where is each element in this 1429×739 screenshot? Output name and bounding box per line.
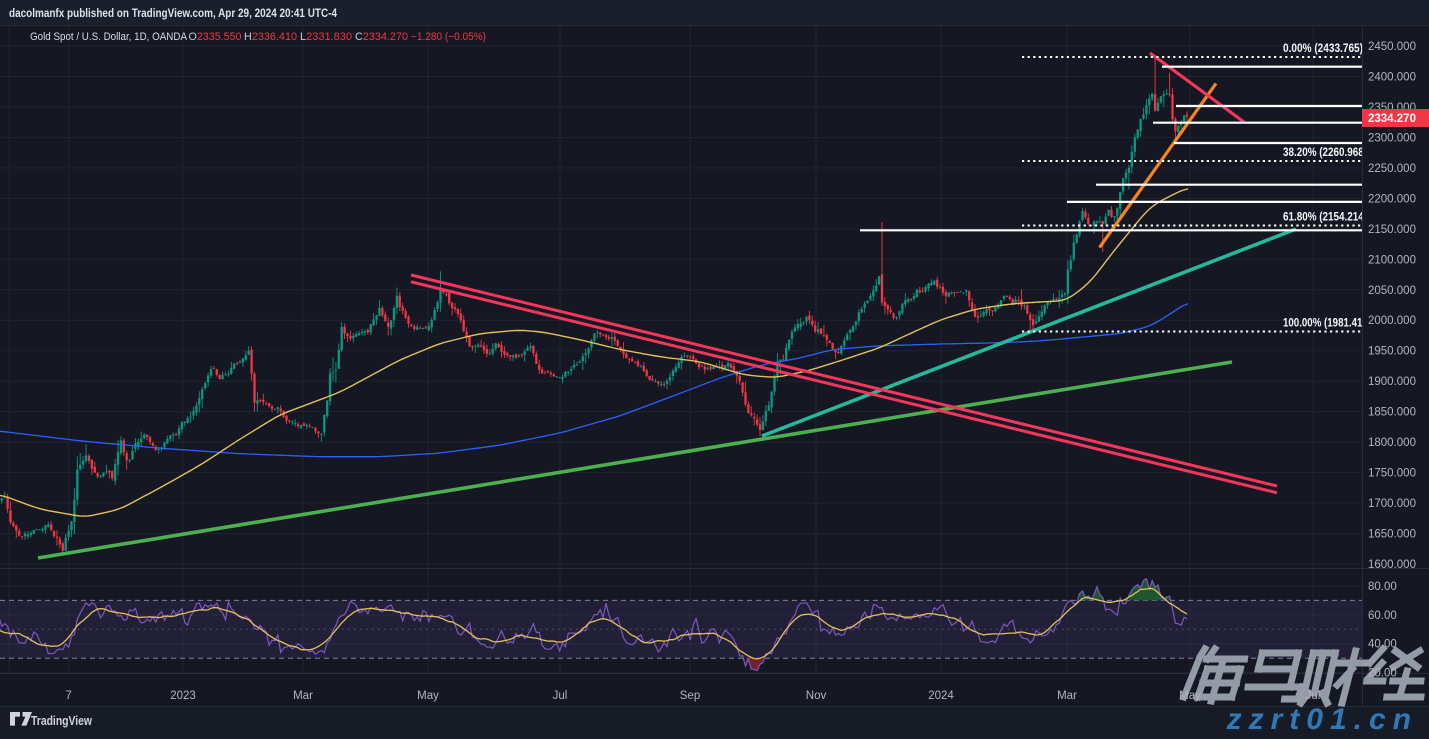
svg-text:38.20% (2260.968): 38.20% (2260.968) xyxy=(1283,145,1367,159)
svg-text:2400.000: 2400.000 xyxy=(1368,72,1416,84)
svg-text:2000.000: 2000.000 xyxy=(1368,315,1416,327)
svg-text:1650.000: 1650.000 xyxy=(1368,529,1416,541)
svg-text:0.00% (2433.765): 0.00% (2433.765) xyxy=(1283,41,1363,55)
svg-text:2100.000: 2100.000 xyxy=(1368,254,1416,266)
svg-text:1600.000: 1600.000 xyxy=(1368,559,1416,571)
svg-text:May: May xyxy=(1179,690,1201,702)
svg-text:2334.270: 2334.270 xyxy=(1368,113,1416,125)
svg-text:Gold Spot / U.S. Dollar, 1D, O: Gold Spot / U.S. Dollar, 1D, OANDA xyxy=(30,31,188,43)
svg-text:2250.000: 2250.000 xyxy=(1368,163,1416,175)
svg-text:2150.000: 2150.000 xyxy=(1368,224,1416,236)
svg-text:Mar: Mar xyxy=(1057,690,1077,702)
svg-text:−1.280 (−0.05%): −1.280 (−0.05%) xyxy=(411,31,486,43)
svg-text:Mar: Mar xyxy=(293,690,313,702)
svg-text:Sep: Sep xyxy=(680,690,700,702)
svg-text:2450.000: 2450.000 xyxy=(1368,41,1416,53)
svg-text:Jul: Jul xyxy=(1306,690,1321,702)
svg-text:1950.000: 1950.000 xyxy=(1368,346,1416,358)
svg-text:20.00: 20.00 xyxy=(1368,668,1397,680)
svg-text:TradingView: TradingView xyxy=(31,714,92,728)
svg-text:2050.000: 2050.000 xyxy=(1368,285,1416,297)
svg-text:Jul: Jul xyxy=(553,690,568,702)
svg-text:7: 7 xyxy=(65,690,71,702)
svg-text:H2336.410: H2336.410 xyxy=(244,31,297,43)
svg-text:dacolmanfx published on Tradin: dacolmanfx published on TradingView.com,… xyxy=(9,6,337,20)
svg-text:1750.000: 1750.000 xyxy=(1368,468,1416,480)
svg-text:Nov: Nov xyxy=(806,690,827,702)
svg-text:80.00: 80.00 xyxy=(1368,581,1397,593)
svg-text:2023: 2023 xyxy=(170,690,196,702)
svg-text:O2335.550: O2335.550 xyxy=(189,31,242,43)
svg-text:zzrt01.cn: zzrt01.cn xyxy=(1226,703,1418,736)
svg-text:zzrt01.cn: zzrt01.cn xyxy=(1228,705,1420,738)
svg-text:2200.000: 2200.000 xyxy=(1368,193,1416,205)
svg-text:1700.000: 1700.000 xyxy=(1368,498,1416,510)
svg-text:60.00: 60.00 xyxy=(1368,610,1397,622)
svg-text:1850.000: 1850.000 xyxy=(1368,407,1416,419)
svg-text:1800.000: 1800.000 xyxy=(1368,437,1416,449)
svg-text:C2334.270: C2334.270 xyxy=(355,31,408,43)
svg-text:2024: 2024 xyxy=(928,690,954,702)
svg-text:100.00% (1981.417): 100.00% (1981.417) xyxy=(1283,316,1371,330)
svg-text:1900.000: 1900.000 xyxy=(1368,376,1416,388)
svg-text:L2331.830: L2331.830 xyxy=(300,31,352,43)
svg-text:2300.000: 2300.000 xyxy=(1368,132,1416,144)
svg-text:40.00: 40.00 xyxy=(1368,639,1397,651)
svg-text:61.80% (2154.214): 61.80% (2154.214) xyxy=(1283,210,1367,224)
svg-text:May: May xyxy=(417,690,439,702)
